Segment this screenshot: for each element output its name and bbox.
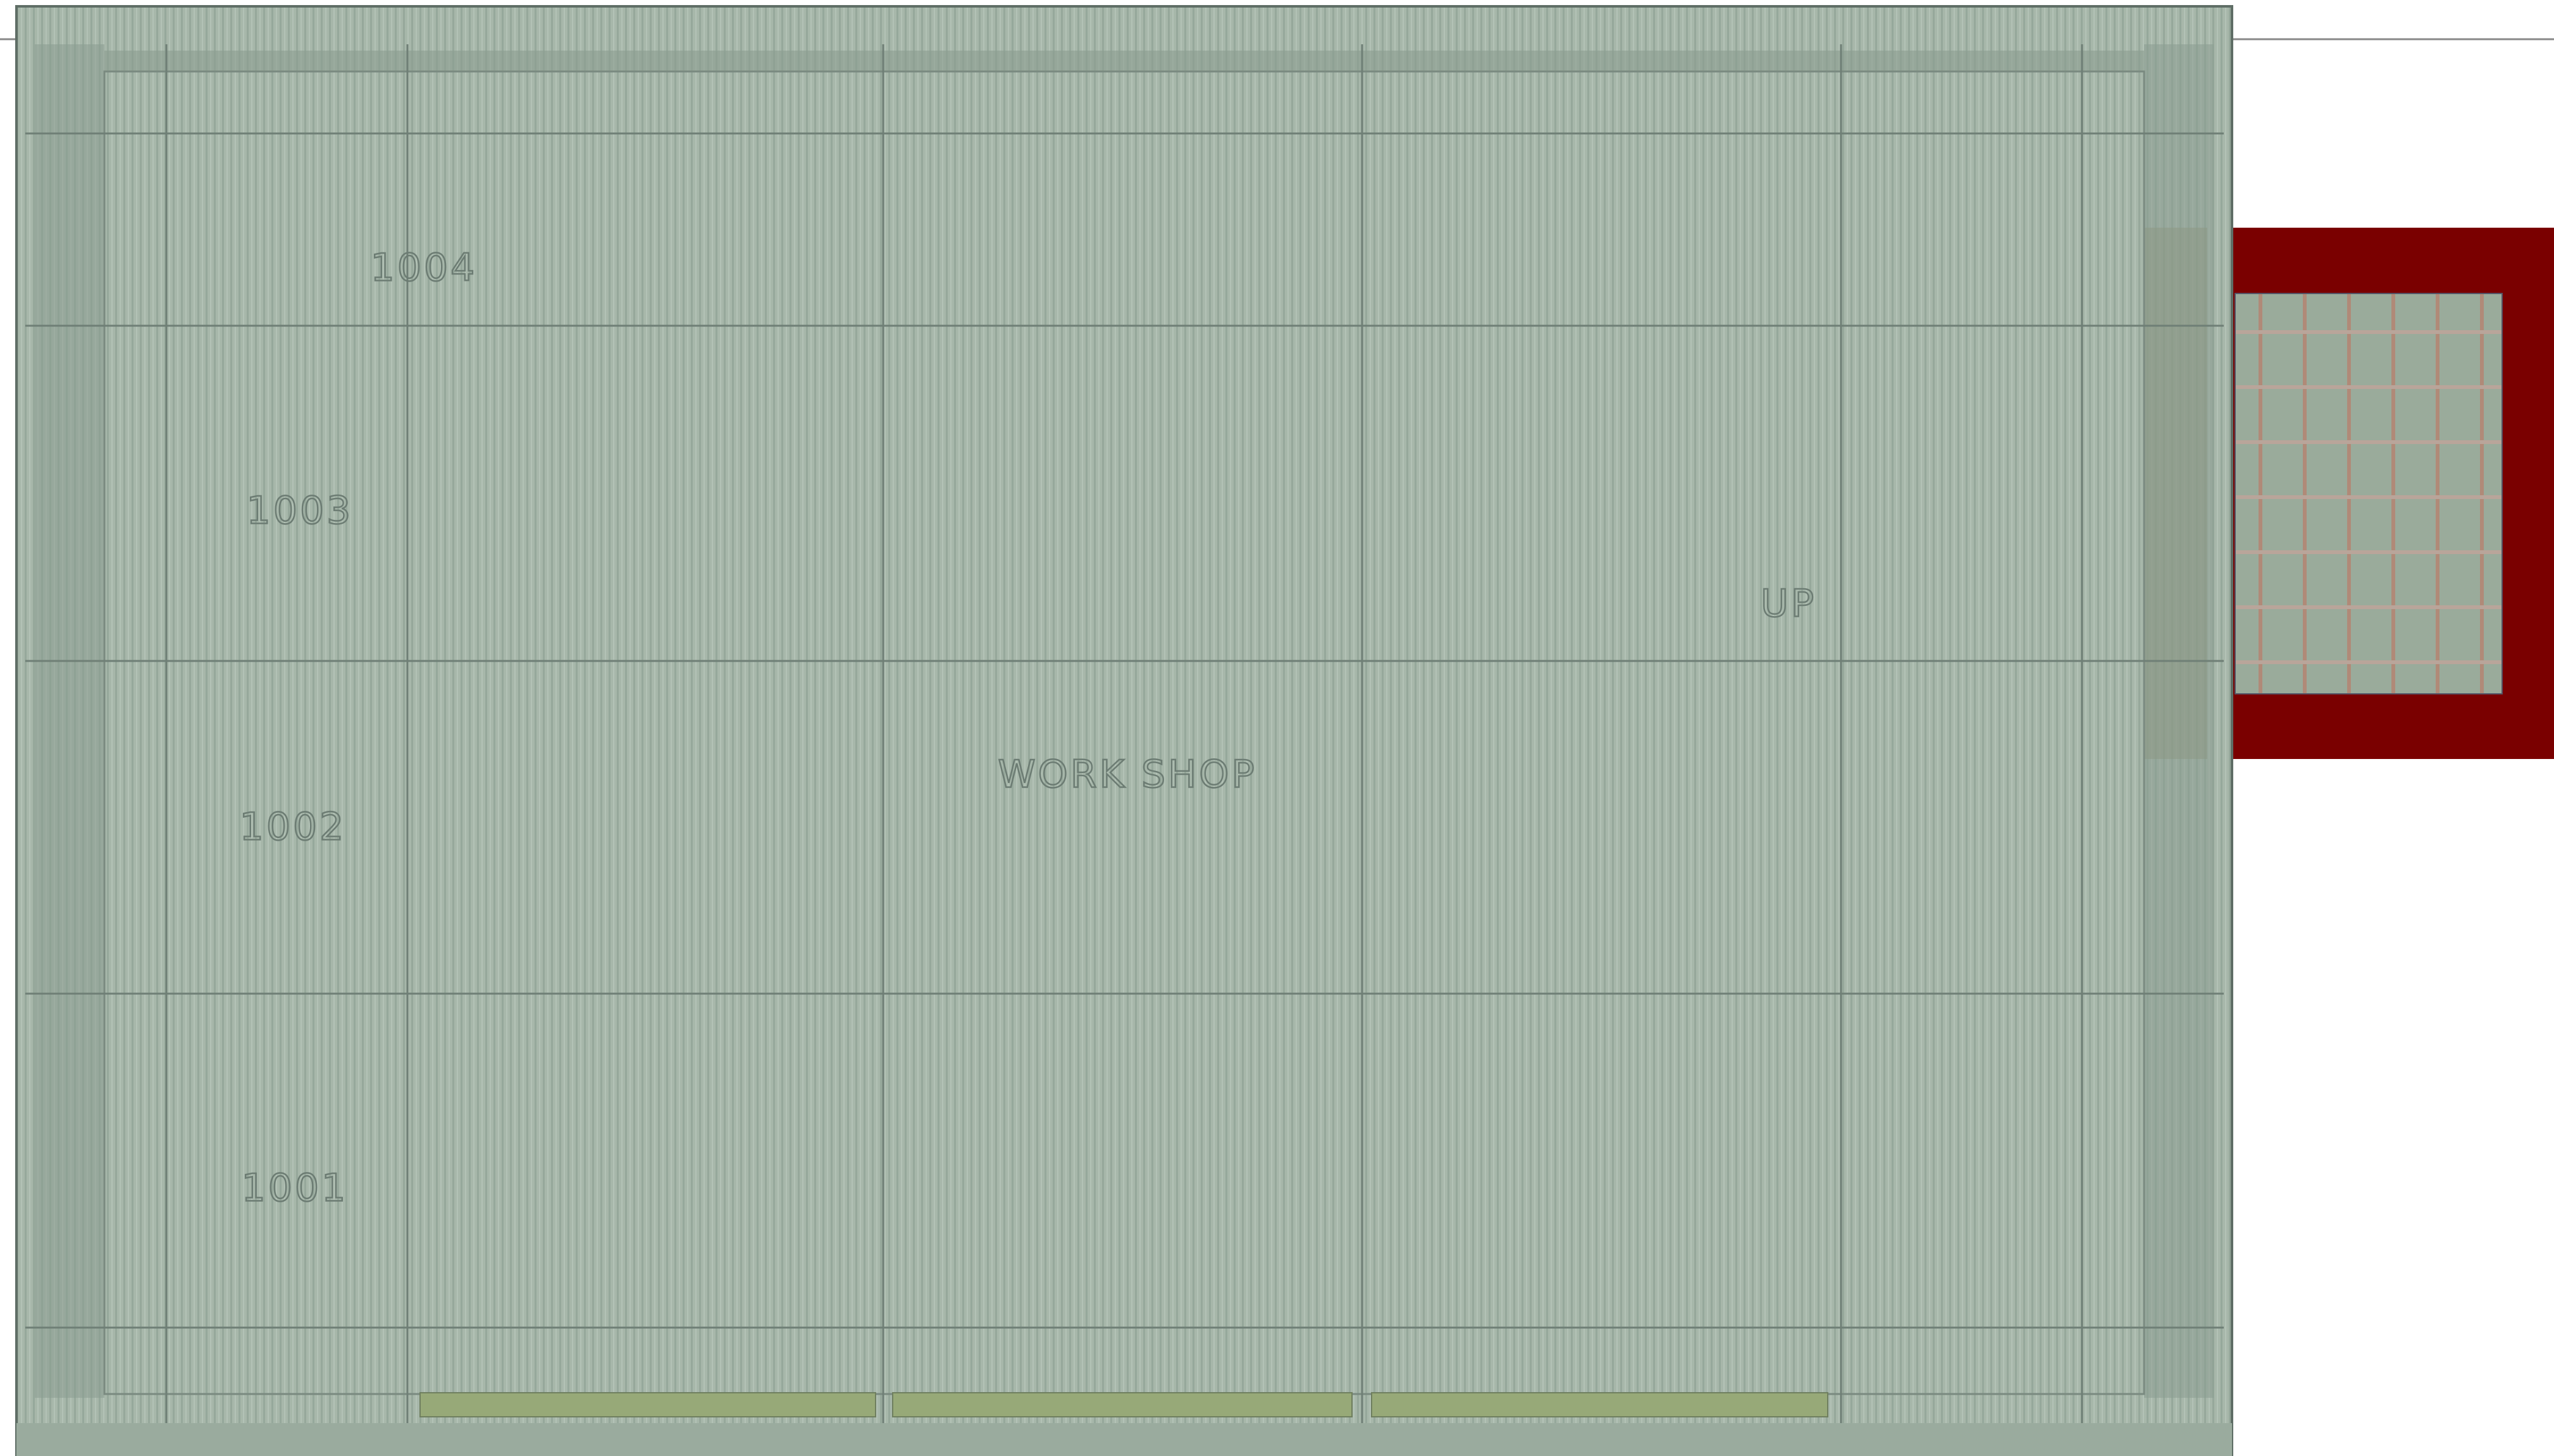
roof — [16, 6, 2232, 1456]
room-label: 1002 — [240, 805, 347, 849]
stair-grid — [2235, 293, 2502, 694]
room-label: 1003 — [247, 489, 354, 533]
room-label: 1001 — [242, 1166, 349, 1211]
floor-plan: 1004 1003 1002 1001 WORK SHOP UP — [0, 0, 2554, 1456]
gutter — [420, 1393, 876, 1417]
edge-band — [16, 1423, 2232, 1456]
main-room-label: WORK SHOP — [998, 753, 1256, 797]
landing-overlap — [2144, 228, 2207, 759]
edge-band — [104, 51, 2144, 71]
room-label: 1004 — [371, 246, 478, 290]
gutter — [893, 1393, 1352, 1417]
stair-label: UP — [1761, 582, 1816, 626]
edge-band — [35, 44, 104, 1398]
gutter — [1372, 1393, 1828, 1417]
